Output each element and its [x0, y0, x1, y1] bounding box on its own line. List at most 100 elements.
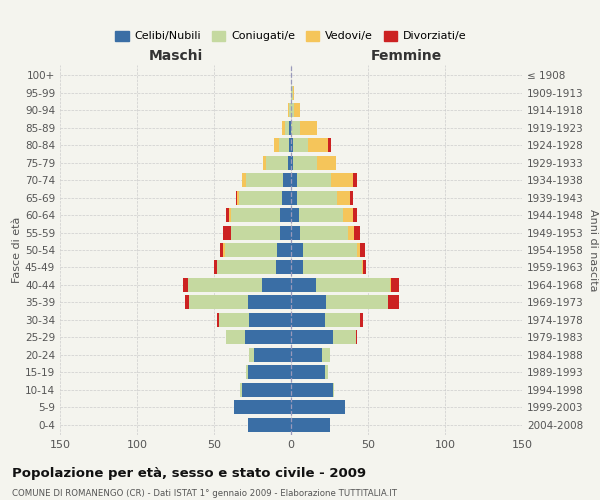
Bar [293, 86, 294, 100]
Bar [225, 243, 277, 257]
Bar [308, 138, 328, 152]
Bar [317, 156, 335, 170]
Bar [247, 365, 248, 379]
Bar [328, 138, 331, 152]
Bar [316, 278, 389, 292]
Bar [300, 121, 317, 135]
Bar [299, 208, 343, 222]
Bar [291, 330, 332, 344]
Bar [291, 173, 297, 187]
Bar [360, 243, 365, 257]
Bar [332, 330, 356, 344]
Bar [293, 156, 317, 170]
Bar [277, 243, 291, 257]
Bar [294, 104, 300, 118]
Bar [183, 278, 188, 292]
Bar [304, 260, 362, 274]
Bar [291, 243, 304, 257]
Bar [291, 278, 316, 292]
Bar [278, 138, 289, 152]
Bar [220, 243, 223, 257]
Bar [291, 156, 293, 170]
Bar [300, 226, 348, 239]
Bar [288, 104, 289, 118]
Y-axis label: Anni di nascita: Anni di nascita [588, 209, 598, 291]
Bar [291, 400, 345, 414]
Bar [291, 313, 325, 327]
Text: Maschi: Maschi [148, 50, 203, 64]
Bar [223, 226, 231, 239]
Y-axis label: Fasce di età: Fasce di età [12, 217, 22, 283]
Bar [240, 382, 242, 396]
Bar [325, 365, 328, 379]
Bar [280, 226, 291, 239]
Bar [242, 173, 247, 187]
Bar [280, 208, 291, 222]
Bar [185, 296, 190, 310]
Bar [348, 226, 354, 239]
Bar [275, 260, 291, 274]
Bar [360, 313, 364, 327]
Legend: Celibi/Nubili, Coniugati/e, Vedovi/e, Divorziati/e: Celibi/Nubili, Coniugati/e, Vedovi/e, Di… [111, 26, 471, 46]
Bar [250, 313, 291, 327]
Bar [291, 104, 294, 118]
Bar [282, 121, 285, 135]
Bar [248, 365, 291, 379]
Bar [293, 138, 308, 152]
Bar [291, 208, 299, 222]
Bar [325, 313, 360, 327]
Bar [288, 156, 291, 170]
Bar [291, 348, 322, 362]
Bar [289, 104, 291, 118]
Bar [188, 278, 262, 292]
Bar [291, 226, 300, 239]
Bar [248, 296, 291, 310]
Bar [242, 382, 291, 396]
Bar [254, 348, 291, 362]
Bar [350, 190, 353, 204]
Bar [190, 296, 248, 310]
Bar [263, 156, 266, 170]
Bar [291, 296, 326, 310]
Bar [304, 243, 357, 257]
Bar [291, 260, 304, 274]
Text: Popolazione per età, sesso e stato civile - 2009: Popolazione per età, sesso e stato civil… [12, 468, 366, 480]
Bar [237, 190, 239, 204]
Bar [291, 190, 297, 204]
Bar [332, 382, 334, 396]
Bar [289, 138, 291, 152]
Bar [291, 365, 325, 379]
Bar [389, 278, 391, 292]
Bar [217, 313, 218, 327]
Bar [331, 173, 353, 187]
Bar [234, 400, 291, 414]
Bar [326, 296, 388, 310]
Text: COMUNE DI ROMANENGO (CR) - Dati ISTAT 1° gennaio 2009 - Elaborazione TUTTITALIA.: COMUNE DI ROMANENGO (CR) - Dati ISTAT 1°… [12, 489, 397, 498]
Bar [239, 190, 282, 204]
Bar [356, 330, 357, 344]
Bar [388, 296, 399, 310]
Bar [353, 173, 357, 187]
Bar [285, 121, 289, 135]
Bar [247, 173, 283, 187]
Text: Femmine: Femmine [371, 50, 442, 64]
Bar [274, 138, 278, 152]
Bar [391, 278, 399, 292]
Bar [229, 208, 231, 222]
Bar [217, 260, 275, 274]
Bar [354, 226, 360, 239]
Bar [291, 86, 293, 100]
Bar [357, 243, 360, 257]
Bar [266, 156, 288, 170]
Bar [364, 260, 367, 274]
Bar [291, 382, 332, 396]
Bar [214, 260, 217, 274]
Bar [245, 330, 291, 344]
Bar [236, 190, 237, 204]
Bar [297, 173, 331, 187]
Bar [291, 138, 293, 152]
Bar [231, 208, 280, 222]
Bar [322, 348, 329, 362]
Bar [231, 226, 280, 239]
Bar [343, 208, 353, 222]
